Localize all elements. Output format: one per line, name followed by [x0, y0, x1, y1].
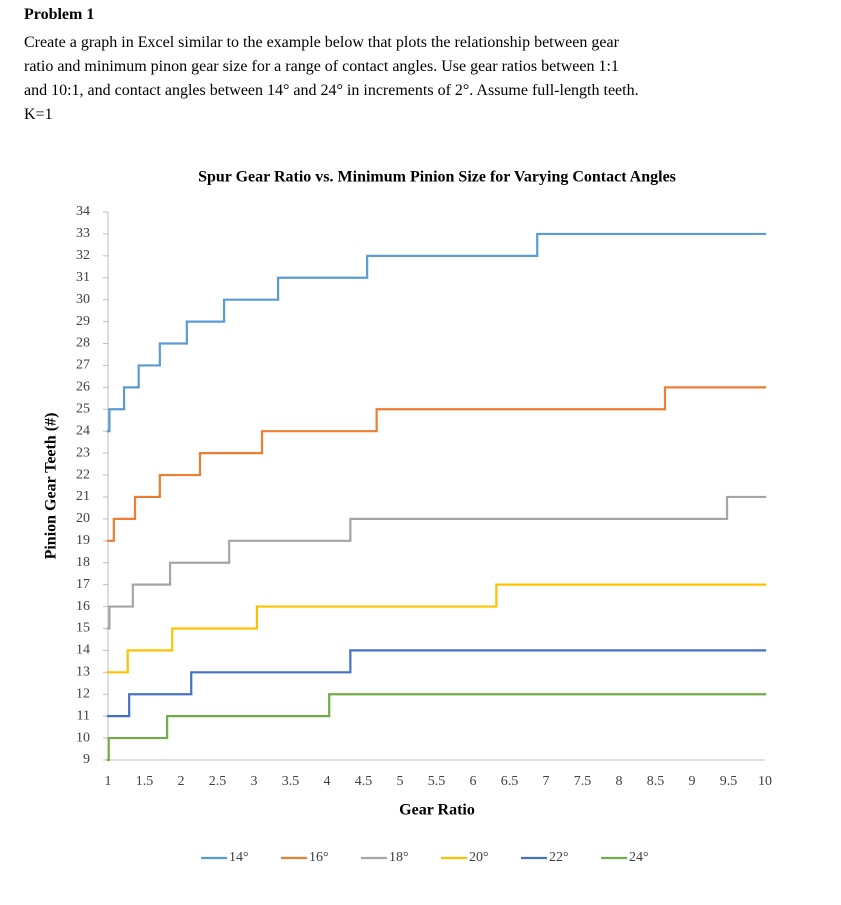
y-tick-label: 9 — [83, 752, 90, 767]
legend-label: 20° — [469, 850, 489, 865]
x-tick-label: 5.5 — [428, 774, 446, 789]
x-tick-label: 7 — [543, 774, 550, 789]
y-tick-label: 20 — [76, 511, 90, 526]
x-tick-label: 1 — [105, 774, 112, 789]
x-tick-label: 8 — [616, 774, 623, 789]
x-axis-label: Gear Ratio — [399, 802, 475, 819]
y-tick-label: 32 — [76, 248, 90, 263]
y-tick-label: 11 — [77, 708, 90, 723]
y-tick-label: 31 — [76, 270, 90, 285]
x-tick-label: 4.5 — [355, 774, 373, 789]
legend-label: 18° — [389, 850, 409, 865]
y-tick-label: 23 — [76, 445, 90, 460]
x-tick-label: 3 — [251, 774, 258, 789]
x-tick-label: 10 — [758, 774, 772, 789]
y-tick-label: 19 — [76, 533, 90, 548]
x-tick-label: 3.5 — [282, 774, 300, 789]
x-tick-label: 6 — [470, 774, 477, 789]
problem-title: Problem 1 — [24, 6, 95, 23]
y-tick-label: 26 — [76, 380, 90, 395]
problem-text: Create a graph in Excel similar to the e… — [24, 34, 619, 51]
y-tick-label: 13 — [76, 665, 90, 680]
y-tick-label: 29 — [76, 314, 90, 329]
problem-text: and 10:1, and contact angles between 14°… — [24, 82, 639, 99]
problem-text: K=1 — [24, 106, 53, 123]
legend-label: 24° — [629, 850, 649, 865]
y-tick-label: 14 — [76, 643, 90, 658]
y-tick-label: 27 — [76, 358, 90, 373]
y-tick-label: 22 — [76, 467, 90, 482]
y-tick-label: 30 — [76, 292, 90, 307]
y-tick-label: 18 — [76, 555, 90, 570]
legend-label: 16° — [309, 850, 329, 865]
x-tick-label: 4 — [324, 774, 331, 789]
y-tick-label: 12 — [76, 686, 90, 701]
y-tick-label: 16 — [76, 599, 90, 614]
y-tick-label: 33 — [76, 226, 90, 241]
y-tick-label: 17 — [76, 577, 90, 592]
x-tick-label: 7.5 — [574, 774, 592, 789]
x-tick-label: 6.5 — [501, 774, 519, 789]
y-tick-label: 10 — [76, 730, 90, 745]
y-axis-label: Pinion Gear Teeth (#) — [43, 413, 60, 560]
y-tick-label: 24 — [76, 423, 90, 438]
legend-label: 22° — [549, 850, 569, 865]
x-tick-label: 5 — [397, 774, 404, 789]
problem-text: ratio and minimum pinon gear size for a … — [24, 58, 619, 75]
x-tick-label: 2.5 — [209, 774, 227, 789]
x-tick-label: 9.5 — [720, 774, 738, 789]
y-tick-label: 34 — [76, 204, 90, 219]
y-tick-label: 21 — [76, 489, 90, 504]
chart-title: Spur Gear Ratio vs. Minimum Pinion Size … — [198, 169, 676, 186]
y-tick-label: 25 — [76, 401, 90, 416]
x-tick-label: 1.5 — [136, 774, 154, 789]
y-tick-label: 15 — [76, 621, 90, 636]
x-tick-label: 8.5 — [647, 774, 665, 789]
x-tick-label: 2 — [178, 774, 185, 789]
y-tick-label: 28 — [76, 336, 90, 351]
x-tick-label: 9 — [689, 774, 696, 789]
legend-label: 14° — [229, 850, 249, 865]
